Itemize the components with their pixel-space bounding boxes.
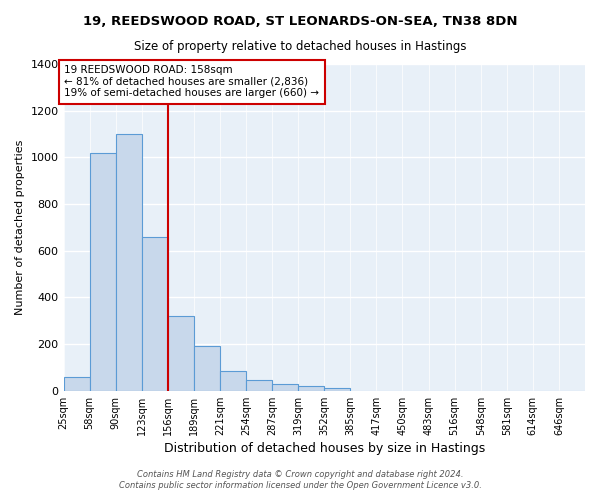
Bar (64, 377, 89, 391)
Bar (298, 386, 324, 391)
Bar (142, 236, 168, 391)
Bar (324, 388, 350, 391)
Text: Size of property relative to detached houses in Hastings: Size of property relative to detached ho… (134, 40, 466, 53)
Bar (220, 371, 246, 391)
Bar (194, 346, 220, 391)
Bar (272, 384, 298, 391)
Bar (168, 316, 194, 391)
Text: 19, REEDSWOOD ROAD, ST LEONARDS-ON-SEA, TN38 8DN: 19, REEDSWOOD ROAD, ST LEONARDS-ON-SEA, … (83, 15, 517, 28)
Text: 19 REEDSWOOD ROAD: 158sqm
← 81% of detached houses are smaller (2,836)
19% of se: 19 REEDSWOOD ROAD: 158sqm ← 81% of detac… (64, 65, 319, 98)
Text: Contains HM Land Registry data © Crown copyright and database right 2024.
Contai: Contains HM Land Registry data © Crown c… (119, 470, 481, 490)
Bar (116, 134, 142, 391)
Bar (246, 380, 272, 391)
X-axis label: Distribution of detached houses by size in Hastings: Distribution of detached houses by size … (164, 442, 485, 455)
Y-axis label: Number of detached properties: Number of detached properties (15, 140, 25, 315)
Bar (89, 152, 116, 391)
